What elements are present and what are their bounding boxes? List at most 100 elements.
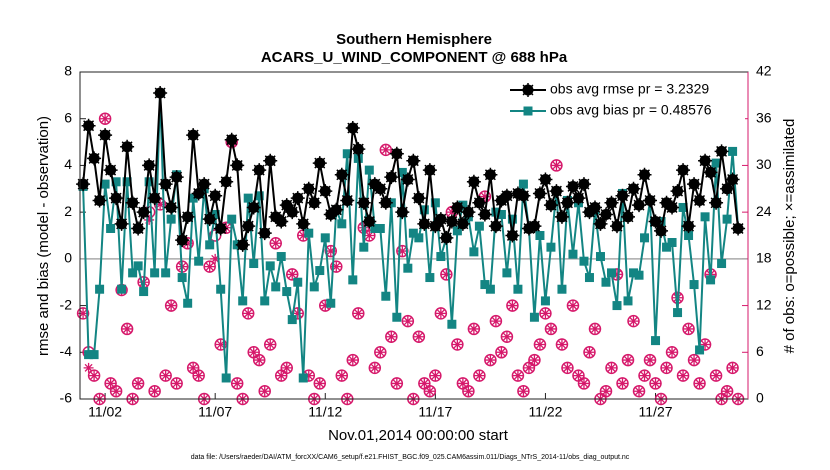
rmse-marker bbox=[587, 200, 602, 215]
rmse-marker bbox=[191, 186, 206, 201]
legend-box bbox=[505, 76, 745, 120]
marker-dot bbox=[237, 239, 249, 251]
rmse-marker bbox=[334, 167, 349, 182]
obs-assimilated-marker bbox=[452, 339, 463, 350]
marker-dot bbox=[363, 215, 375, 227]
marker-dot bbox=[275, 215, 287, 227]
bias-marker bbox=[282, 287, 292, 297]
obs-possible-marker bbox=[682, 322, 695, 336]
rmse-marker bbox=[329, 202, 344, 217]
y-tick-label: -6 bbox=[60, 390, 73, 406]
obs-possible-marker bbox=[616, 377, 629, 390]
bias-marker bbox=[254, 191, 264, 201]
rmse-marker bbox=[147, 191, 162, 206]
marker-dot bbox=[154, 87, 166, 99]
marker-dot bbox=[468, 176, 480, 188]
obs-assimilated-marker bbox=[259, 386, 270, 397]
obs-assimilated-marker bbox=[634, 386, 645, 397]
rmse-marker bbox=[103, 163, 118, 178]
bias-marker bbox=[375, 223, 385, 233]
bias-marker bbox=[342, 149, 352, 159]
rmse-marker bbox=[648, 214, 663, 229]
bias-marker bbox=[507, 214, 517, 224]
marker-dot bbox=[336, 169, 348, 181]
rmse-marker bbox=[626, 181, 641, 196]
obs-assimilated-marker bbox=[320, 300, 331, 311]
rmse-marker bbox=[345, 121, 360, 136]
rmse-marker bbox=[224, 132, 239, 147]
bias-marker bbox=[513, 284, 523, 294]
bias-marker bbox=[150, 268, 160, 278]
marker-dot bbox=[611, 220, 623, 232]
rmse-marker bbox=[153, 86, 168, 101]
obs-possible-marker bbox=[120, 322, 134, 336]
marker-dot bbox=[727, 173, 739, 185]
bias-marker bbox=[414, 233, 424, 243]
rmse-marker bbox=[175, 233, 190, 248]
marker-dot bbox=[99, 129, 111, 141]
obs-assimilated-marker bbox=[325, 246, 336, 257]
marker-dot bbox=[446, 215, 458, 227]
marker-dot bbox=[650, 215, 662, 227]
obs-possible-marker bbox=[660, 361, 673, 375]
rmse-marker bbox=[665, 200, 680, 215]
marker-dot bbox=[297, 218, 309, 230]
marker-dot bbox=[193, 187, 205, 199]
bias-marker bbox=[629, 268, 639, 278]
legend-symbol bbox=[523, 106, 533, 116]
obs-possible-marker bbox=[269, 237, 282, 250]
marker-dot bbox=[589, 201, 601, 213]
obs-possible-marker bbox=[390, 377, 404, 390]
bias-marker bbox=[706, 275, 716, 285]
marker-dot bbox=[286, 206, 298, 218]
bias-marker bbox=[238, 296, 248, 306]
bias-marker bbox=[425, 273, 435, 283]
obs-assimilated-marker bbox=[210, 253, 221, 264]
bias-marker bbox=[689, 280, 699, 290]
obs-assimilated-marker bbox=[722, 386, 733, 397]
bias-marker bbox=[595, 252, 605, 262]
obs-assimilated-marker bbox=[83, 362, 94, 373]
obs-assimilated-marker bbox=[254, 355, 265, 366]
obs-assimilated-marker bbox=[430, 370, 441, 381]
bias-marker bbox=[634, 270, 644, 280]
bias-marker bbox=[403, 263, 413, 273]
obs-possible-marker bbox=[352, 307, 365, 320]
rmse-marker bbox=[356, 195, 371, 210]
marker-dot bbox=[105, 164, 117, 176]
obs-assimilated-marker bbox=[402, 316, 413, 327]
marker-dot bbox=[319, 185, 331, 197]
obs-possible-marker bbox=[313, 377, 327, 390]
obs-possible-marker bbox=[583, 346, 596, 359]
bias-marker bbox=[458, 200, 468, 210]
marker-dot bbox=[380, 197, 392, 209]
rmse-marker bbox=[516, 188, 531, 203]
marker-dot bbox=[248, 201, 260, 213]
obs-possible-marker bbox=[720, 384, 734, 398]
obs-assimilated-marker bbox=[144, 214, 155, 225]
obs-assimilated-marker bbox=[215, 339, 226, 350]
marker-dot bbox=[138, 206, 150, 218]
rmse-marker bbox=[604, 195, 619, 210]
rmse-marker bbox=[643, 193, 658, 208]
obs-possible-marker bbox=[506, 299, 519, 312]
y2-tick-label: 18 bbox=[756, 250, 772, 266]
obs-assimilated-marker bbox=[518, 386, 529, 397]
y2-tick-label: 0 bbox=[756, 390, 764, 406]
bias-marker bbox=[485, 284, 495, 294]
bias-marker bbox=[287, 315, 297, 325]
obs-possible-marker bbox=[561, 361, 574, 375]
rmse-marker bbox=[609, 219, 624, 234]
obs-possible-marker bbox=[687, 353, 701, 367]
obs-possible-marker bbox=[495, 346, 508, 359]
bias-marker bbox=[89, 350, 99, 360]
rmse-marker bbox=[87, 151, 102, 166]
marker-dot bbox=[231, 159, 243, 171]
bias-marker bbox=[447, 319, 457, 329]
rmse-marker bbox=[466, 174, 481, 189]
rmse-marker bbox=[98, 128, 113, 143]
bias-marker bbox=[194, 256, 204, 266]
bias-marker bbox=[271, 282, 281, 292]
obs-assimilated-marker bbox=[424, 386, 435, 397]
marker-dot bbox=[716, 145, 728, 157]
